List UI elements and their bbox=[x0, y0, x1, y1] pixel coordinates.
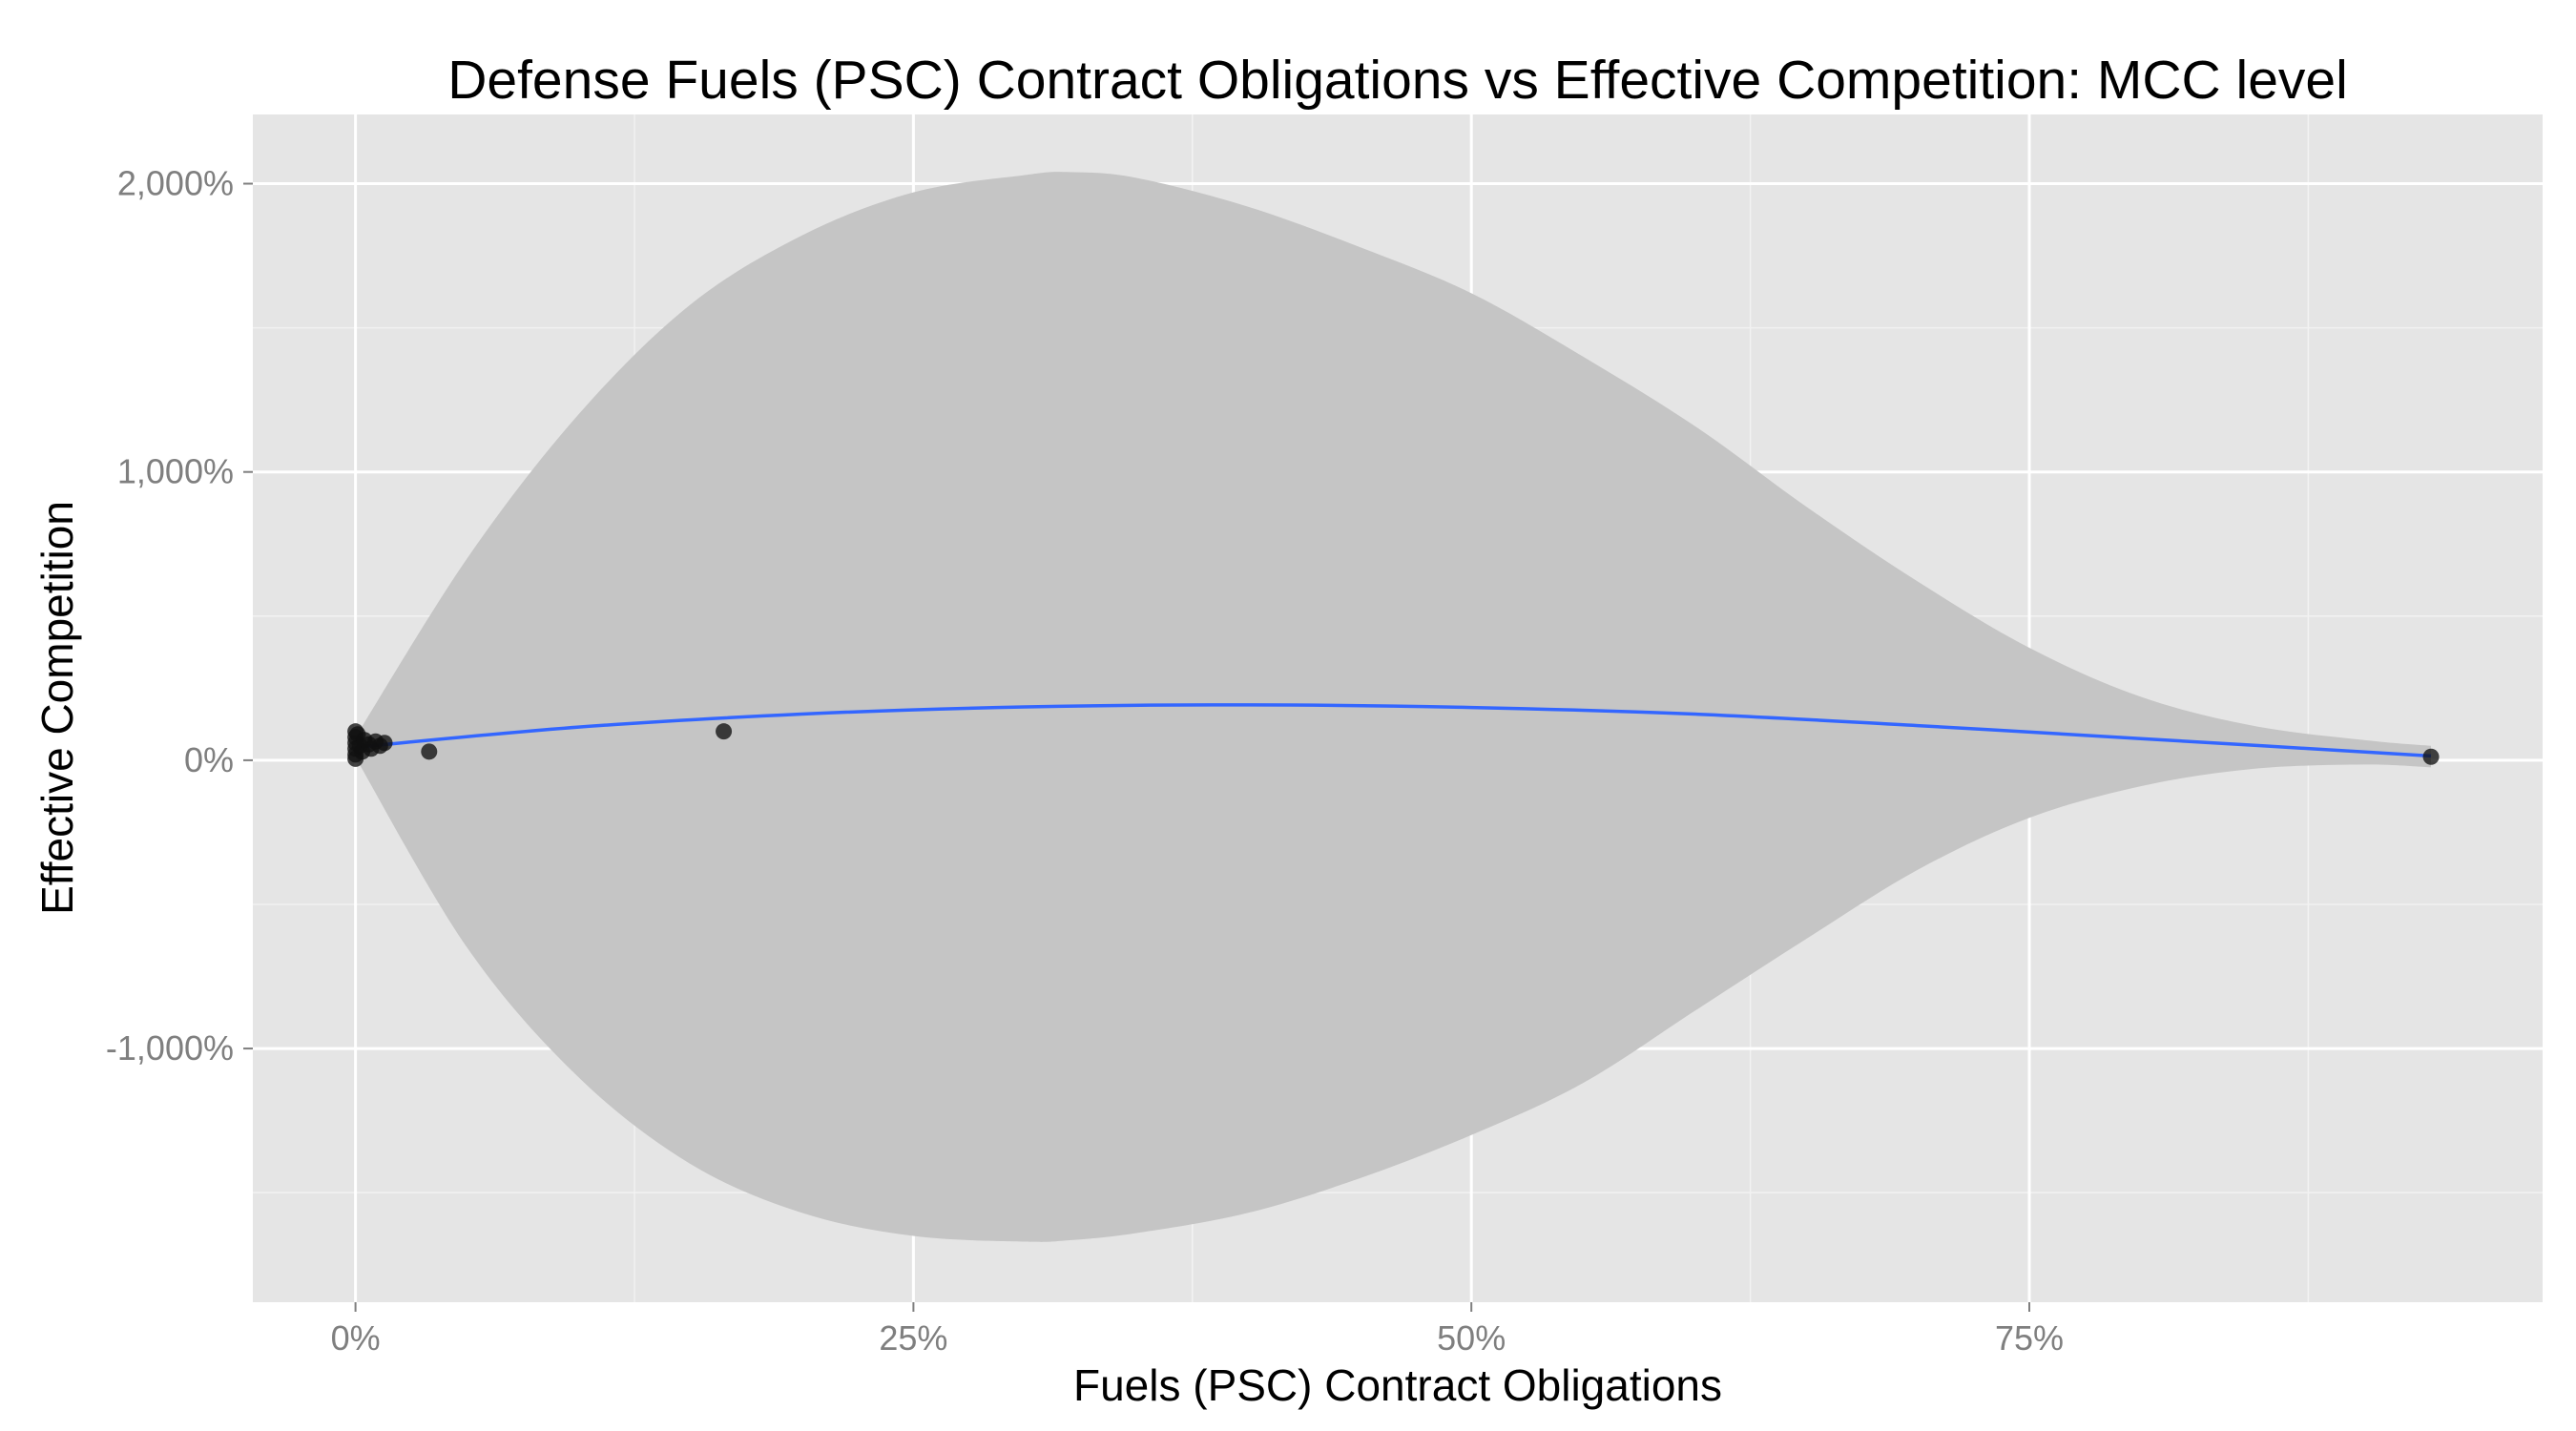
y-axis-title: Effective Competition bbox=[32, 501, 82, 915]
x-tick-label: 25% bbox=[879, 1318, 947, 1358]
data-point bbox=[421, 743, 438, 760]
trend-line bbox=[355, 703, 2432, 758]
data-point bbox=[376, 735, 393, 752]
y-tick-label: 0% bbox=[184, 740, 234, 779]
x-axis-title: Fuels (PSC) Contract Obligations bbox=[1073, 1360, 1722, 1410]
data-point bbox=[716, 723, 733, 740]
trend-line-layer bbox=[355, 703, 2432, 758]
chart-title: Defense Fuels (PSC) Contract Obligations… bbox=[447, 50, 2348, 111]
x-tick-label: 0% bbox=[331, 1318, 381, 1358]
data-points bbox=[347, 723, 2440, 767]
y-tick-label: 2,000% bbox=[117, 164, 234, 203]
x-tick-label: 50% bbox=[1437, 1318, 1506, 1358]
y-tick-label: -1,000% bbox=[106, 1028, 234, 1068]
y-axis-ticks: -1,000% 0% 1,000% 2,000% bbox=[106, 164, 253, 1068]
x-tick-label: 75% bbox=[1995, 1318, 2064, 1358]
data-point bbox=[2422, 748, 2440, 765]
y-tick-label: 1,000% bbox=[117, 452, 234, 491]
x-axis-ticks: 0% 25% 50% 75% bbox=[331, 1302, 2064, 1358]
